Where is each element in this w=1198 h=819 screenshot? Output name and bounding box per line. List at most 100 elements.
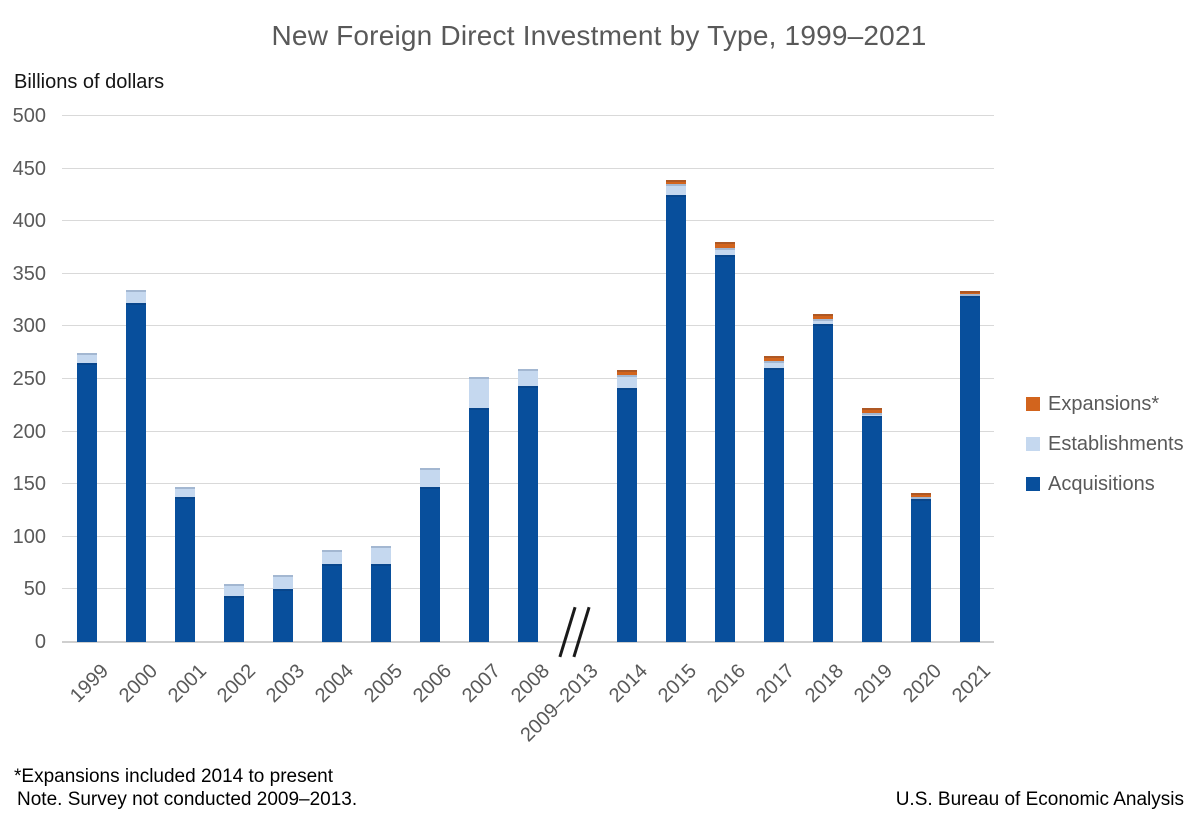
y-tick-label: 100 xyxy=(12,525,46,548)
bar-segment-acquisitions xyxy=(910,498,931,642)
x-tick-label: 2004 xyxy=(310,660,358,708)
bar-segment-establishments xyxy=(812,319,833,325)
chart-title: New Foreign Direct Investment by Type, 1… xyxy=(271,20,927,51)
x-tick-label: 2015 xyxy=(654,660,702,708)
x-axis-line xyxy=(62,641,994,643)
x-tick-label: 2006 xyxy=(408,660,456,708)
bar-2005 xyxy=(371,546,392,642)
bar-segment-acquisitions xyxy=(665,194,686,642)
bar-2002 xyxy=(224,584,245,642)
bar-segment-acquisitions xyxy=(959,295,980,642)
bar-segment-acquisitions xyxy=(371,564,392,642)
bar-segment-expansions xyxy=(763,355,784,362)
bar-segment-establishments xyxy=(77,352,97,364)
bar-segment-establishments xyxy=(763,361,784,369)
bar-segment-expansions xyxy=(714,242,735,248)
bar-segment-acquisitions xyxy=(175,496,196,642)
y-tick-label: 500 xyxy=(12,105,46,127)
bar-2017 xyxy=(763,355,784,642)
bar-segment-establishments xyxy=(371,546,392,565)
source-attribution: U.S. Bureau of Economic Analysis xyxy=(895,789,1184,810)
x-tick-label: 2002 xyxy=(212,660,260,708)
bar-1999 xyxy=(77,352,97,642)
bar-segment-acquisitions xyxy=(77,363,97,642)
bar-2007 xyxy=(469,376,490,642)
gridline xyxy=(62,220,994,222)
y-tick-label: 250 xyxy=(12,368,46,390)
x-tick-label: 2000 xyxy=(114,660,162,708)
bar-2000 xyxy=(126,289,147,642)
x-tick-label: 2007 xyxy=(457,660,505,708)
bar-segment-expansions xyxy=(665,180,686,185)
x-tick-label: 2014 xyxy=(605,660,653,708)
footnote-survey: Note. Survey not conducted 2009–2013. xyxy=(17,789,358,810)
y-axis-units-label: Billions of dollars xyxy=(14,71,165,93)
bar-segment-acquisitions xyxy=(518,386,539,642)
legend: Expansions* Establishments Acquisitions xyxy=(1026,392,1184,514)
legend-item-establishments: Establishments xyxy=(1026,432,1184,455)
bar-segment-establishments xyxy=(175,487,196,497)
x-tick-label: 1999 xyxy=(65,660,113,708)
bar-segment-acquisitions xyxy=(273,589,294,642)
x-tick-label: 2017 xyxy=(752,660,800,708)
x-tick-label: 2019 xyxy=(850,660,898,708)
y-tick-label: 150 xyxy=(12,473,46,496)
x-tick-label: 2001 xyxy=(163,660,211,708)
bar-2003 xyxy=(273,574,294,642)
y-tick-label: 50 xyxy=(23,578,46,601)
bar-segment-establishments xyxy=(273,574,294,590)
bar-segment-acquisitions xyxy=(224,595,245,642)
bar-2021 xyxy=(959,290,980,642)
y-tick-label: 450 xyxy=(12,157,46,180)
y-tick-label: 300 xyxy=(12,315,46,338)
bar-segment-acquisitions xyxy=(420,487,441,642)
bar-segment-acquisitions xyxy=(812,324,833,642)
x-tick-label: 2005 xyxy=(359,660,407,708)
bar-2006 xyxy=(420,468,441,642)
legend-swatch-icon xyxy=(1026,397,1040,411)
bar-segment-expansions xyxy=(812,313,833,320)
legend-label: Acquisitions xyxy=(1048,472,1155,495)
legend-swatch-icon xyxy=(1026,437,1040,451)
bar-segment-establishments xyxy=(224,584,245,596)
bar-segment-establishments xyxy=(861,412,882,416)
x-tick-label: 2020 xyxy=(899,660,947,708)
bar-segment-establishments xyxy=(959,293,980,296)
x-tick-label: 2021 xyxy=(948,660,996,708)
bar-2016 xyxy=(714,242,735,642)
y-tick-label: 200 xyxy=(12,420,46,443)
plot-area xyxy=(62,115,994,643)
bar-segment-acquisitions xyxy=(126,303,147,642)
y-tick-label: 400 xyxy=(12,210,46,233)
bar-2019 xyxy=(861,408,882,642)
bar-segment-establishments xyxy=(420,468,441,488)
bar-segment-expansions xyxy=(910,492,931,497)
gridline xyxy=(62,115,994,116)
bar-2018 xyxy=(812,313,833,642)
y-tick-label: 0 xyxy=(34,631,46,653)
bar-segment-expansions xyxy=(861,408,882,413)
bar-2014 xyxy=(616,369,637,642)
legend-label: Expansions* xyxy=(1048,392,1160,415)
bar-segment-acquisitions xyxy=(322,564,343,642)
legend-label: Establishments xyxy=(1048,432,1184,455)
legend-item-acquisitions: Acquisitions xyxy=(1026,472,1184,495)
bar-segment-acquisitions xyxy=(469,408,490,642)
gridline xyxy=(62,167,994,169)
bar-segment-establishments xyxy=(714,247,735,255)
bar-2008 xyxy=(518,368,539,642)
x-tick-label: 2018 xyxy=(801,660,849,708)
bar-segment-acquisitions xyxy=(714,254,735,642)
bar-2020 xyxy=(910,492,931,642)
gridline xyxy=(62,272,994,274)
bar-segment-acquisitions xyxy=(861,415,882,642)
bar-segment-acquisitions xyxy=(763,368,784,642)
bar-2015 xyxy=(665,180,686,642)
x-tick-label: 2016 xyxy=(703,660,751,708)
bar-segment-establishments xyxy=(616,374,637,389)
legend-swatch-icon xyxy=(1026,477,1040,491)
footnote-expansions: *Expansions included 2014 to present xyxy=(14,766,334,787)
y-tick-label: 350 xyxy=(12,262,46,285)
bar-segment-establishments xyxy=(518,368,539,387)
